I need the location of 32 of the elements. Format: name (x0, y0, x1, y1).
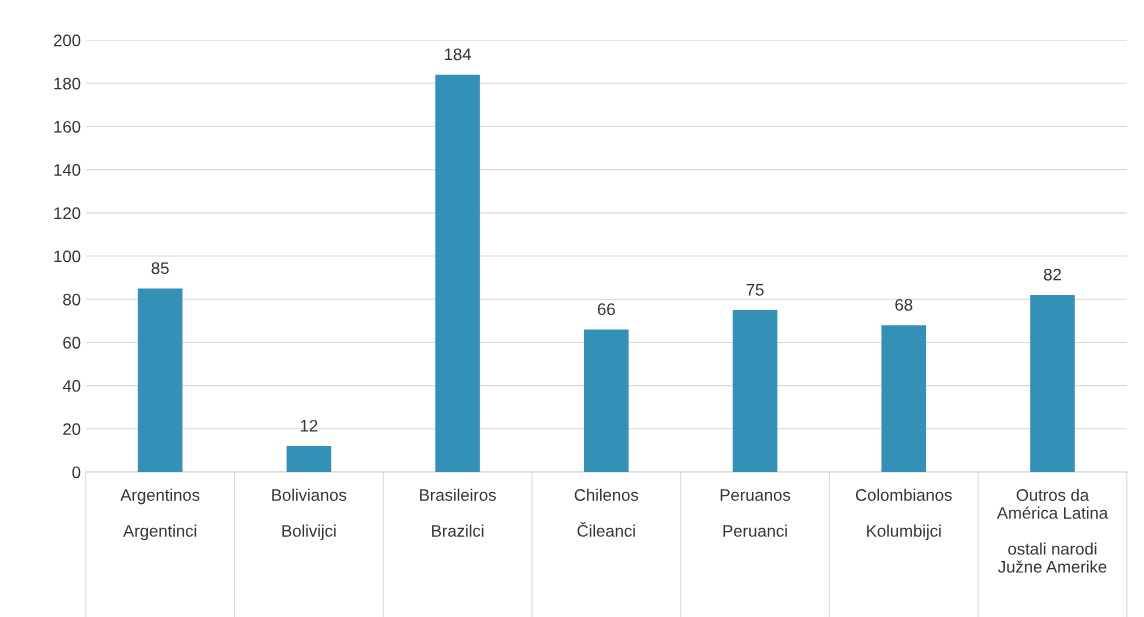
data-label: 184 (444, 48, 472, 61)
y-tick-label: 200 (53, 34, 81, 47)
category-label: Outros da América Latina ostali narodi Južne Amerike (996, 488, 1109, 573)
y-tick-label: 120 (54, 207, 81, 220)
data-label: 75 (746, 284, 764, 296)
y-tick-label: 60 (63, 336, 81, 349)
category-label: Bolivianos Bolivijci (272, 488, 347, 541)
y-tick-label: 160 (54, 120, 81, 133)
data-label: 12 (300, 419, 318, 432)
category-label: Colombianos Kolumbijci (855, 488, 952, 541)
data-label: 68 (895, 298, 913, 311)
category-label: Peruanos Peruanci (720, 489, 791, 537)
y-tick-label: 100 (54, 250, 81, 263)
bar (1030, 294, 1075, 473)
y-tick-label: 20 (63, 423, 81, 436)
data-label: 82 (1043, 268, 1061, 281)
category-label: Chilenos Čileanci (574, 488, 639, 537)
y-tick-label: 0 (72, 466, 81, 479)
bar (137, 288, 183, 473)
y-tick-label: 140 (54, 164, 81, 176)
data-label: 85 (151, 262, 169, 275)
bar (584, 329, 629, 473)
bar (732, 310, 778, 473)
bar (286, 446, 332, 473)
y-tick-label: 180 (54, 77, 81, 90)
y-tick-label: 40 (62, 380, 81, 392)
data-label: 66 (597, 303, 615, 316)
bar (881, 325, 927, 473)
y-tick-label: 80 (63, 293, 81, 306)
category-label: Brasileiros Brazilci (420, 488, 496, 537)
bar (435, 74, 480, 473)
category-label: Argentinos Argentinci (120, 488, 200, 541)
